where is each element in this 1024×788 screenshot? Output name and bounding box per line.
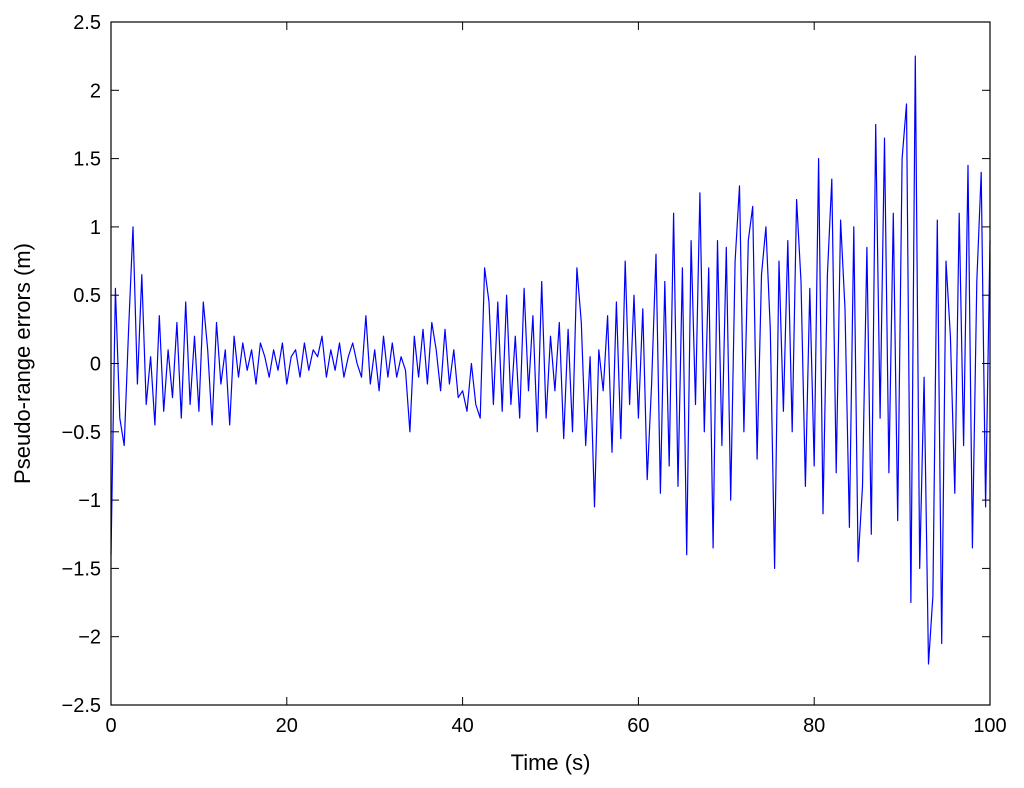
x-axis-title: Time (s)	[511, 750, 591, 775]
y-tick-label: −0.5	[62, 422, 101, 444]
y-tick-label: 2	[90, 80, 101, 102]
y-tick-label: 1	[90, 217, 101, 239]
y-tick-label: −1.5	[62, 558, 101, 580]
y-tick-label: −2	[78, 627, 101, 649]
x-tick-label: 20	[276, 715, 298, 737]
y-tick-label: −2.5	[62, 695, 101, 717]
axis-ticks: 0 20 40 60 80 100 −2.5 −2 −1.5 −1 −0.5 0 0.5 1 1.5 2 2.5	[62, 12, 1007, 737]
y-axis-title: Pseudo-range errors (m)	[10, 243, 35, 484]
x-tick-label: 80	[803, 715, 825, 737]
plot-area	[110, 55, 991, 665]
y-tick-label: 2.5	[73, 12, 101, 34]
x-tick-label: 100	[973, 715, 1006, 737]
x-tick-label: 60	[627, 715, 649, 737]
x-tick-label: 40	[451, 715, 473, 737]
y-tick-label: 1.5	[73, 149, 101, 171]
y-tick-label: 0	[90, 354, 101, 376]
series-line	[110, 55, 991, 665]
y-tick-label: −1	[78, 490, 101, 512]
x-tick-label: 0	[105, 715, 116, 737]
y-tick-label: 0.5	[73, 285, 101, 307]
